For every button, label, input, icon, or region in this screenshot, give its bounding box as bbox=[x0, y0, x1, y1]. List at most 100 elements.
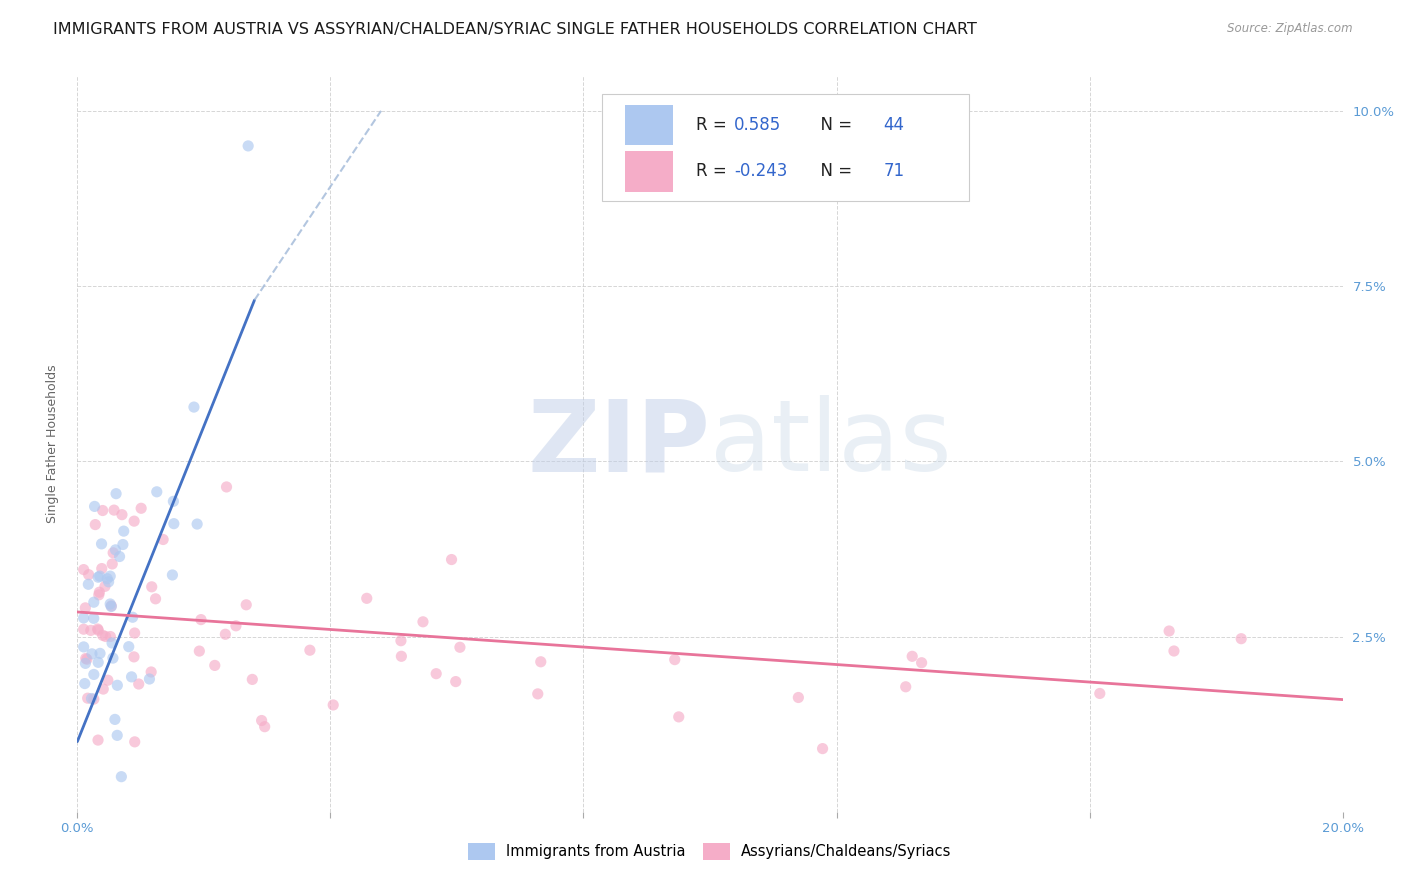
Point bbox=[84, 517, 107, 532]
Point bbox=[101, 546, 124, 560]
Point bbox=[110, 770, 132, 784]
Point bbox=[100, 599, 122, 613]
Point bbox=[101, 557, 124, 571]
Point bbox=[83, 692, 105, 706]
Point bbox=[97, 574, 120, 589]
Point bbox=[444, 674, 467, 689]
Point bbox=[129, 501, 152, 516]
Point bbox=[1163, 644, 1185, 658]
Point bbox=[73, 611, 96, 625]
Point bbox=[530, 655, 553, 669]
Point bbox=[105, 486, 128, 500]
Point bbox=[75, 600, 97, 615]
Point bbox=[80, 647, 103, 661]
Point bbox=[73, 563, 96, 577]
Point bbox=[87, 570, 110, 584]
Point bbox=[118, 640, 141, 654]
Point bbox=[94, 579, 117, 593]
Point bbox=[664, 652, 686, 666]
Point bbox=[152, 533, 174, 547]
Point bbox=[894, 680, 917, 694]
Point bbox=[298, 643, 321, 657]
Point bbox=[91, 628, 114, 642]
Point bbox=[73, 676, 96, 690]
Text: R =: R = bbox=[696, 116, 733, 134]
Point bbox=[77, 577, 100, 591]
Text: Source: ZipAtlas.com: Source: ZipAtlas.com bbox=[1227, 22, 1353, 36]
Point bbox=[86, 622, 108, 636]
Point bbox=[83, 667, 105, 681]
Point bbox=[101, 636, 124, 650]
Point bbox=[80, 691, 103, 706]
Point bbox=[162, 494, 184, 508]
Point bbox=[425, 666, 447, 681]
Point bbox=[73, 622, 96, 636]
Point bbox=[128, 677, 150, 691]
Point bbox=[163, 516, 186, 531]
Point bbox=[141, 580, 163, 594]
Point bbox=[83, 500, 105, 514]
Text: IMMIGRANTS FROM AUSTRIA VS ASSYRIAN/CHALDEAN/SYRIAC SINGLE FATHER HOUSEHOLDS COR: IMMIGRANTS FROM AUSTRIA VS ASSYRIAN/CHAL… bbox=[53, 22, 977, 37]
Point bbox=[104, 542, 127, 557]
Point bbox=[87, 624, 110, 638]
Point bbox=[98, 597, 121, 611]
Text: -0.243: -0.243 bbox=[734, 162, 787, 180]
Point bbox=[146, 484, 169, 499]
Point bbox=[105, 678, 128, 692]
Point bbox=[204, 658, 226, 673]
Point bbox=[910, 656, 932, 670]
Point bbox=[76, 652, 98, 666]
Point bbox=[214, 627, 236, 641]
Legend: Immigrants from Austria, Assyrians/Chaldeans/Syriacs: Immigrants from Austria, Assyrians/Chald… bbox=[468, 843, 952, 860]
Point bbox=[87, 588, 110, 602]
Point bbox=[75, 651, 97, 665]
Point bbox=[111, 508, 134, 522]
Point bbox=[122, 649, 145, 664]
Point bbox=[124, 626, 146, 640]
Point bbox=[101, 651, 124, 665]
Point bbox=[73, 640, 96, 654]
Point bbox=[236, 139, 259, 153]
Point bbox=[188, 644, 211, 658]
Point bbox=[389, 649, 412, 664]
Point bbox=[138, 672, 160, 686]
Point bbox=[389, 633, 412, 648]
Point bbox=[124, 735, 146, 749]
Point bbox=[83, 595, 105, 609]
FancyBboxPatch shape bbox=[626, 152, 673, 192]
Point bbox=[89, 646, 111, 660]
Point bbox=[77, 567, 100, 582]
Point bbox=[122, 514, 145, 528]
Point bbox=[322, 698, 344, 712]
Point bbox=[76, 691, 98, 706]
Point bbox=[1159, 624, 1181, 638]
Text: 0.585: 0.585 bbox=[734, 116, 782, 134]
Point bbox=[250, 714, 273, 728]
Text: atlas: atlas bbox=[710, 395, 952, 492]
Point bbox=[449, 640, 471, 655]
Point bbox=[186, 517, 208, 532]
Point bbox=[901, 649, 924, 664]
Point bbox=[412, 615, 434, 629]
FancyBboxPatch shape bbox=[626, 105, 673, 145]
Point bbox=[240, 673, 263, 687]
Point bbox=[253, 720, 276, 734]
Point bbox=[87, 656, 110, 670]
Point bbox=[141, 665, 163, 679]
Text: R =: R = bbox=[696, 162, 733, 180]
Point bbox=[183, 400, 205, 414]
Point bbox=[668, 710, 690, 724]
Point bbox=[100, 599, 122, 614]
Point bbox=[356, 591, 378, 606]
FancyBboxPatch shape bbox=[603, 95, 970, 201]
Point bbox=[121, 670, 143, 684]
Point bbox=[89, 569, 111, 583]
Point bbox=[215, 480, 238, 494]
Point bbox=[87, 733, 110, 747]
Text: N =: N = bbox=[810, 162, 858, 180]
Point bbox=[83, 611, 105, 625]
Point bbox=[96, 572, 118, 586]
Y-axis label: Single Father Households: Single Father Households bbox=[46, 365, 59, 523]
Point bbox=[108, 549, 131, 564]
Point bbox=[91, 682, 114, 697]
